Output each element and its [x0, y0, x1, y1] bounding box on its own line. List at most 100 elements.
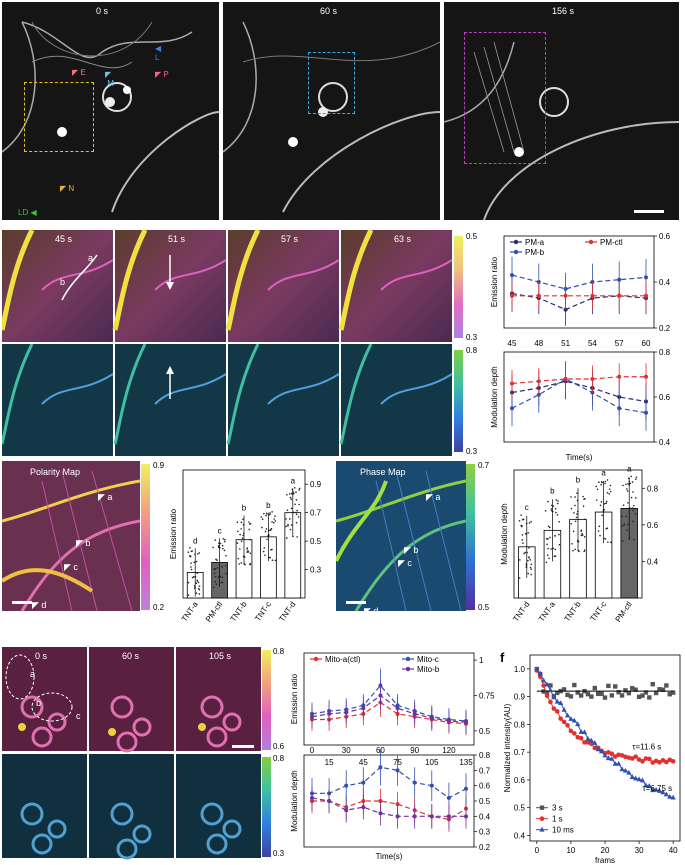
raw-point — [630, 475, 632, 478]
raw-point — [248, 521, 250, 523]
raw-point — [572, 530, 575, 533]
raw-point — [249, 562, 252, 565]
data-point — [344, 783, 349, 788]
raw-point — [286, 509, 289, 511]
data-point-3 s — [599, 691, 604, 697]
data-point — [510, 381, 514, 386]
data-point-3 s — [630, 685, 635, 691]
raw-point — [599, 504, 602, 507]
timestamp-b-57: 57 s — [281, 234, 299, 244]
raw-point — [214, 539, 217, 541]
raw-point — [582, 495, 584, 498]
x-tick-label: 135 — [459, 758, 473, 767]
raw-point — [239, 533, 241, 536]
raw-point — [623, 524, 625, 527]
colorbar-d — [466, 464, 475, 610]
raw-point — [198, 585, 201, 587]
raw-point — [631, 507, 634, 509]
raw-point — [221, 581, 224, 584]
raw-point — [249, 538, 252, 541]
panel-f-label: f — [500, 650, 505, 665]
raw-point — [622, 484, 624, 487]
y-tick-label: 0.5 — [514, 804, 526, 813]
micrograph-a-156s — [444, 2, 679, 220]
raw-point — [603, 502, 606, 505]
raw-point — [190, 566, 192, 568]
raw-point — [242, 534, 244, 537]
y-tick-label: 0.6 — [647, 521, 659, 530]
data-point-3 s — [643, 690, 649, 695]
raw-point — [635, 476, 638, 479]
region-label-c: c — [76, 711, 81, 721]
colorbar-e-depth-min: 0.3 — [273, 849, 285, 858]
raw-point — [225, 554, 227, 557]
raw-point — [217, 576, 220, 578]
micrograph-a-60s — [223, 2, 440, 220]
data-point — [344, 710, 349, 715]
polarity-arrow-a: ◤ a — [98, 492, 113, 502]
y-tick-label: 0.6 — [659, 393, 671, 402]
raw-point — [296, 536, 298, 538]
raw-point — [249, 552, 252, 555]
y-axis-label: Modulation depth — [490, 366, 499, 427]
raw-point — [518, 577, 521, 579]
plot-frame — [303, 652, 475, 746]
raw-point — [571, 542, 573, 545]
raw-point — [598, 481, 600, 484]
raw-point — [518, 559, 521, 561]
series-line-Mito-c — [311, 797, 466, 817]
raw-point — [530, 520, 532, 523]
raw-point — [240, 540, 243, 542]
raw-point — [530, 573, 532, 576]
y-tick-label: 0.75 — [479, 691, 495, 700]
raw-point — [570, 496, 572, 498]
raw-point — [621, 525, 623, 527]
data-point-3 s — [664, 683, 669, 688]
raw-point — [601, 514, 603, 517]
y-tick-label: 0.7 — [514, 748, 526, 757]
data-point — [395, 706, 400, 711]
data-point-3 s — [555, 690, 560, 696]
raw-point — [196, 579, 199, 582]
timestamp-e-105: 105 s — [209, 651, 232, 661]
raw-point — [236, 530, 239, 533]
raw-point — [622, 504, 625, 507]
x-tick-label: TNT-d — [277, 600, 297, 623]
fit-line-10 ms — [536, 669, 674, 798]
raw-point — [573, 512, 575, 514]
data-point — [429, 783, 434, 788]
data-point-3 s — [613, 684, 618, 689]
phase-arrow-b: ◤ b — [404, 545, 419, 555]
raw-point — [221, 565, 223, 568]
raw-point — [557, 502, 559, 505]
data-point — [464, 814, 468, 819]
series-line-PM-a — [511, 292, 647, 311]
panel-b-ratio-row — [0, 228, 457, 342]
data-point-3 s — [589, 694, 594, 699]
polarity-arrow-d: ◤ d — [32, 600, 47, 610]
tau-annotation: τ=11.6 s — [632, 742, 661, 751]
raw-point — [214, 580, 216, 583]
y-tick-label: 0.6 — [514, 776, 526, 785]
x-axis-label: Time(s) — [566, 453, 593, 462]
legend-label: 1 s — [552, 815, 563, 824]
raw-point — [215, 558, 217, 561]
legend-label: Mito-b — [417, 665, 440, 674]
colorbar-d-min: 0.5 — [478, 603, 490, 612]
raw-point — [274, 559, 277, 562]
raw-point — [550, 548, 552, 550]
raw-point — [294, 503, 296, 506]
legend-marker — [539, 816, 545, 821]
raw-point — [521, 518, 524, 521]
raw-point — [240, 521, 243, 524]
data-point-3 s — [606, 683, 611, 689]
y-axis-label: Modulation depth — [290, 770, 299, 831]
x-tick-label: PM-ctl — [613, 600, 633, 624]
raw-point — [545, 561, 548, 564]
raw-point — [237, 557, 240, 560]
y-axis-label: Emission ratio — [490, 256, 499, 307]
data-point — [361, 706, 366, 711]
data-point — [510, 406, 514, 411]
data-point-3 s — [650, 681, 655, 687]
raw-point — [597, 530, 600, 532]
